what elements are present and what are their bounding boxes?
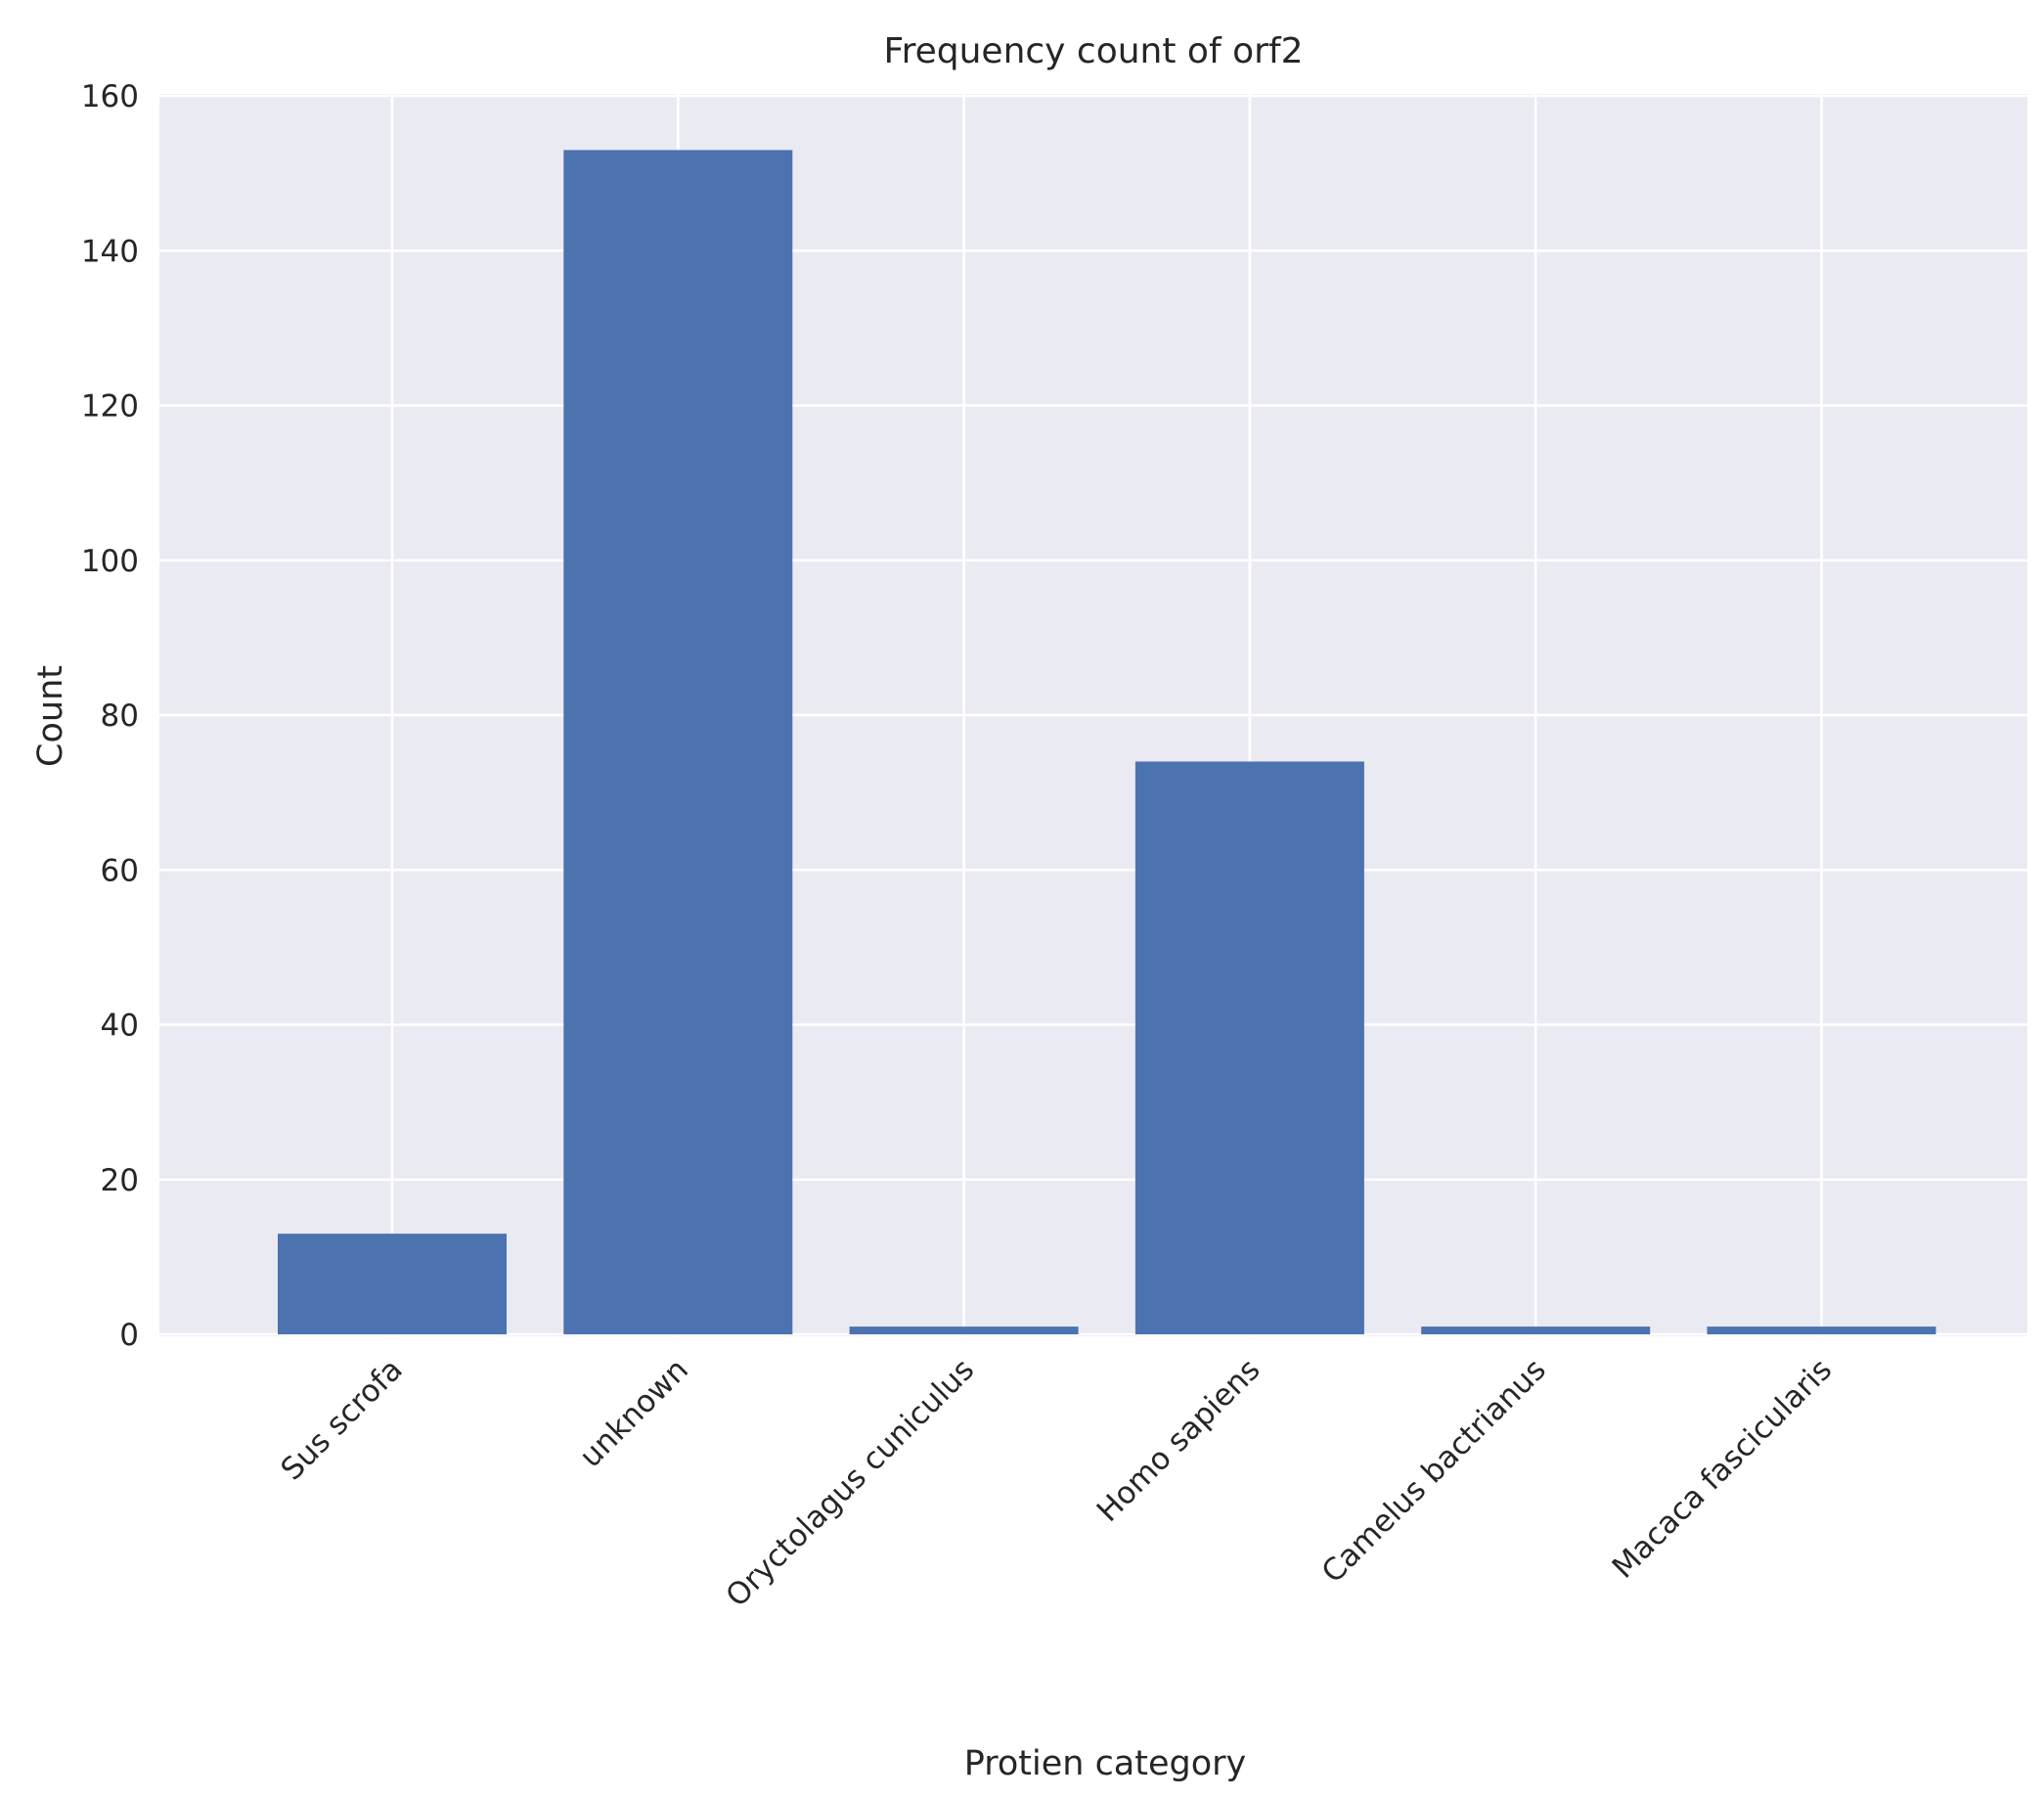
y-tick-label: 100: [81, 544, 139, 579]
chart-title: Frequency count of orf2: [884, 31, 1304, 71]
bar-macaca-fascicularis: [1707, 1327, 1936, 1334]
y-tick-label: 120: [81, 389, 139, 425]
x-tick-label: Sus scrofa: [274, 1352, 409, 1487]
y-tick-label: 40: [101, 1009, 139, 1044]
x-tick-label: Homo sapiens: [1090, 1352, 1267, 1529]
x-tick-labels: Sus scrofa unknown Oryctolagus cuniculus Ho…: [274, 1352, 1839, 1614]
bar-sus-scrofa: [278, 1234, 507, 1334]
y-tick-label: 160: [81, 79, 139, 114]
y-tick-labels: 0 20 40 60 80 100 120 140 160: [81, 79, 139, 1353]
bars: [278, 150, 1936, 1335]
bar-camelus-bactrianus: [1421, 1327, 1651, 1334]
x-tick-label: Oryctolagus cuniculus: [720, 1352, 982, 1614]
x-tick-label: Macaca fascicularis: [1606, 1352, 1839, 1585]
x-axis-label: Protien category: [964, 1744, 1247, 1783]
y-axis-label: Count: [31, 665, 70, 767]
y-tick-label: 140: [81, 234, 139, 269]
x-tick-label: Camelus bactrianus: [1315, 1352, 1553, 1590]
y-tick-label: 0: [119, 1318, 139, 1353]
y-tick-label: 20: [101, 1163, 139, 1198]
bar-unknown: [563, 150, 793, 1335]
y-tick-label: 80: [101, 698, 139, 734]
x-tick-label: unknown: [573, 1352, 695, 1474]
y-tick-label: 60: [101, 853, 139, 888]
bar-homo-sapiens: [1134, 761, 1364, 1334]
bar-oryctolagus-cuniculus: [849, 1327, 1079, 1334]
